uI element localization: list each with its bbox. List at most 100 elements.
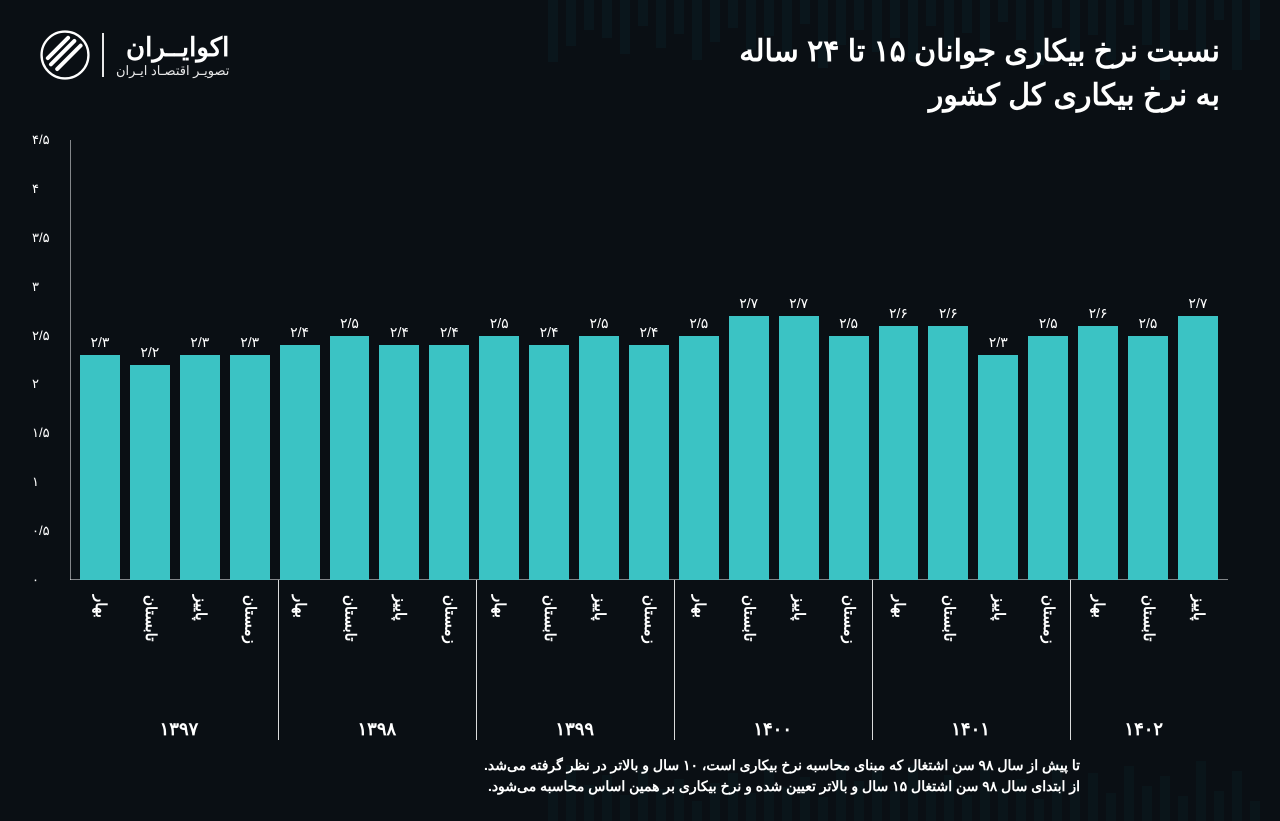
x-season-label: تابستان: [130, 587, 170, 644]
brand-separator: [102, 33, 104, 77]
bar-rect: [429, 345, 469, 580]
bar-rect: [978, 355, 1018, 580]
x-season-label: پاییز: [978, 587, 1018, 644]
x-season-label: بهار: [679, 587, 719, 644]
bar-slot: ۲/۵: [1028, 140, 1068, 580]
bar-slot: ۲/۵: [330, 140, 370, 580]
bar-rect: [1128, 336, 1168, 580]
title-line-2: به نرخ بیکاری کل کشور: [739, 74, 1220, 118]
bar-value-label: ۲/۵: [689, 315, 708, 332]
bar-slot: ۲/۶: [1078, 140, 1118, 580]
x-season-label: تابستان: [330, 587, 370, 644]
chart-plot: ۲/۳۲/۲۲/۳۲/۳۲/۴۲/۵۲/۴۲/۴۲/۵۲/۴۲/۵۲/۴۲/۵۲…: [70, 140, 1228, 580]
x-season-label: پاییز: [180, 587, 220, 644]
bar-slot: ۲/۴: [429, 140, 469, 580]
brand-sub: تصویـر اقتصـاد ایـران: [116, 63, 229, 79]
bar-slot: ۲/۶: [928, 140, 968, 580]
bar-value-label: ۲/۳: [989, 334, 1008, 351]
year-group-label: ۱۳۹۸: [278, 719, 476, 740]
bar-value-label: ۲/۷: [739, 295, 758, 312]
year-group-separator: [476, 580, 477, 740]
y-tick-label: ۰: [26, 572, 39, 588]
bar-slot: ۲/۳: [180, 140, 220, 580]
bar-slot: ۲/۴: [629, 140, 669, 580]
bar-value-label: ۲/۵: [1139, 315, 1158, 332]
bar-rect: [230, 355, 270, 580]
brand-logo-icon: [40, 30, 90, 80]
bar-value-label: ۲/۵: [839, 315, 858, 332]
x-season-label: تابستان: [529, 587, 569, 644]
footnotes: تا پیش از سال ۹۸ سن اشتغال که مبنای محاس…: [200, 755, 1080, 797]
bar-value-label: ۲/۴: [440, 324, 459, 341]
bar-value-label: ۲/۶: [1089, 305, 1108, 322]
bar-slot: ۲/۳: [230, 140, 270, 580]
footnote-line-2: از ابتدای سال ۹۸ سن اشتغال ۱۵ سال و بالا…: [200, 776, 1080, 797]
bar-slot: ۲/۵: [479, 140, 519, 580]
bar-value-label: ۲/۵: [490, 315, 509, 332]
chart-title: نسبت نرخ بیکاری جوانان ۱۵ تا ۲۴ ساله به …: [739, 30, 1220, 117]
bar-slot: ۲/۵: [679, 140, 719, 580]
bar-rect: [779, 316, 819, 580]
bar-slot: ۲/۵: [579, 140, 619, 580]
bar-rect: [928, 326, 968, 580]
bar-slot: ۲/۴: [529, 140, 569, 580]
x-axis-year-labels: ۱۳۹۷۱۳۹۸۱۳۹۹۱۴۰۰۱۴۰۱۱۴۰۲: [80, 719, 1218, 740]
brand-name: اکوایــران: [116, 32, 229, 63]
x-season-label: بهار: [1078, 587, 1118, 644]
bar-rect: [1028, 336, 1068, 580]
x-season-label: پاییز: [579, 587, 619, 644]
year-group-separator: [872, 580, 873, 740]
bar-value-label: ۲/۳: [240, 334, 259, 351]
year-group-label: ۱۴۰۲: [1070, 719, 1218, 740]
chart-area: ۲/۳۲/۲۲/۳۲/۳۲/۴۲/۵۲/۴۲/۴۲/۵۲/۴۲/۵۲/۴۲/۵۲…: [70, 140, 1228, 640]
x-season-label: تابستان: [928, 587, 968, 644]
y-tick-label: ۱/۵: [26, 425, 50, 441]
y-tick-label: ۴: [26, 181, 39, 197]
bar-value-label: ۲/۴: [390, 324, 409, 341]
x-season-label: پاییز: [1178, 587, 1218, 644]
year-group-label: ۱۳۹۹: [476, 719, 674, 740]
x-season-label: بهار: [80, 587, 120, 644]
bar-rect: [679, 336, 719, 580]
bar-rect: [130, 365, 170, 580]
footnote-line-1: تا پیش از سال ۹۸ سن اشتغال که مبنای محاس…: [200, 755, 1080, 776]
x-season-label: بهار: [879, 587, 919, 644]
year-group-separator: [1070, 580, 1071, 740]
x-season-label: زمستان: [1028, 587, 1068, 644]
x-season-label: زمستان: [429, 587, 469, 644]
bar-rect: [729, 316, 769, 580]
bar-slot: ۲/۴: [379, 140, 419, 580]
x-season-label: زمستان: [829, 587, 869, 644]
bar-value-label: ۲/۳: [190, 334, 209, 351]
bar-slot: ۲/۴: [280, 140, 320, 580]
title-line-1: نسبت نرخ بیکاری جوانان ۱۵ تا ۲۴ ساله: [739, 30, 1220, 74]
bar-value-label: ۲/۴: [540, 324, 559, 341]
y-tick-label: ۴/۵: [26, 132, 50, 148]
chart-bars: ۲/۳۲/۲۲/۳۲/۳۲/۴۲/۵۲/۴۲/۴۲/۵۲/۴۲/۵۲/۴۲/۵۲…: [80, 140, 1218, 580]
bar-value-label: ۲/۴: [639, 324, 658, 341]
bar-slot: ۲/۷: [1178, 140, 1218, 580]
bar-value-label: ۲/۵: [590, 315, 609, 332]
bar-rect: [829, 336, 869, 580]
bar-slot: ۲/۷: [779, 140, 819, 580]
bar-value-label: ۲/۲: [140, 344, 159, 361]
bar-value-label: ۲/۵: [1039, 315, 1058, 332]
y-tick-label: ۲/۵: [26, 328, 50, 344]
bar-rect: [1178, 316, 1218, 580]
year-group-separator: [278, 580, 279, 740]
bar-value-label: ۲/۶: [889, 305, 908, 322]
bar-value-label: ۲/۶: [939, 305, 958, 322]
year-group-label: ۱۴۰۱: [872, 719, 1070, 740]
bar-slot: ۲/۶: [879, 140, 919, 580]
x-season-label: زمستان: [629, 587, 669, 644]
y-tick-label: ۳/۵: [26, 230, 50, 246]
bar-rect: [80, 355, 120, 580]
x-season-label: زمستان: [230, 587, 270, 644]
bar-rect: [879, 326, 919, 580]
x-season-label: بهار: [280, 587, 320, 644]
bar-value-label: ۲/۳: [90, 334, 109, 351]
bar-rect: [1078, 326, 1118, 580]
bar-rect: [180, 355, 220, 580]
bar-rect: [529, 345, 569, 580]
x-axis-season-labels: بهارتابستانپاییززمستانبهارتابستانپاییززم…: [80, 587, 1218, 644]
